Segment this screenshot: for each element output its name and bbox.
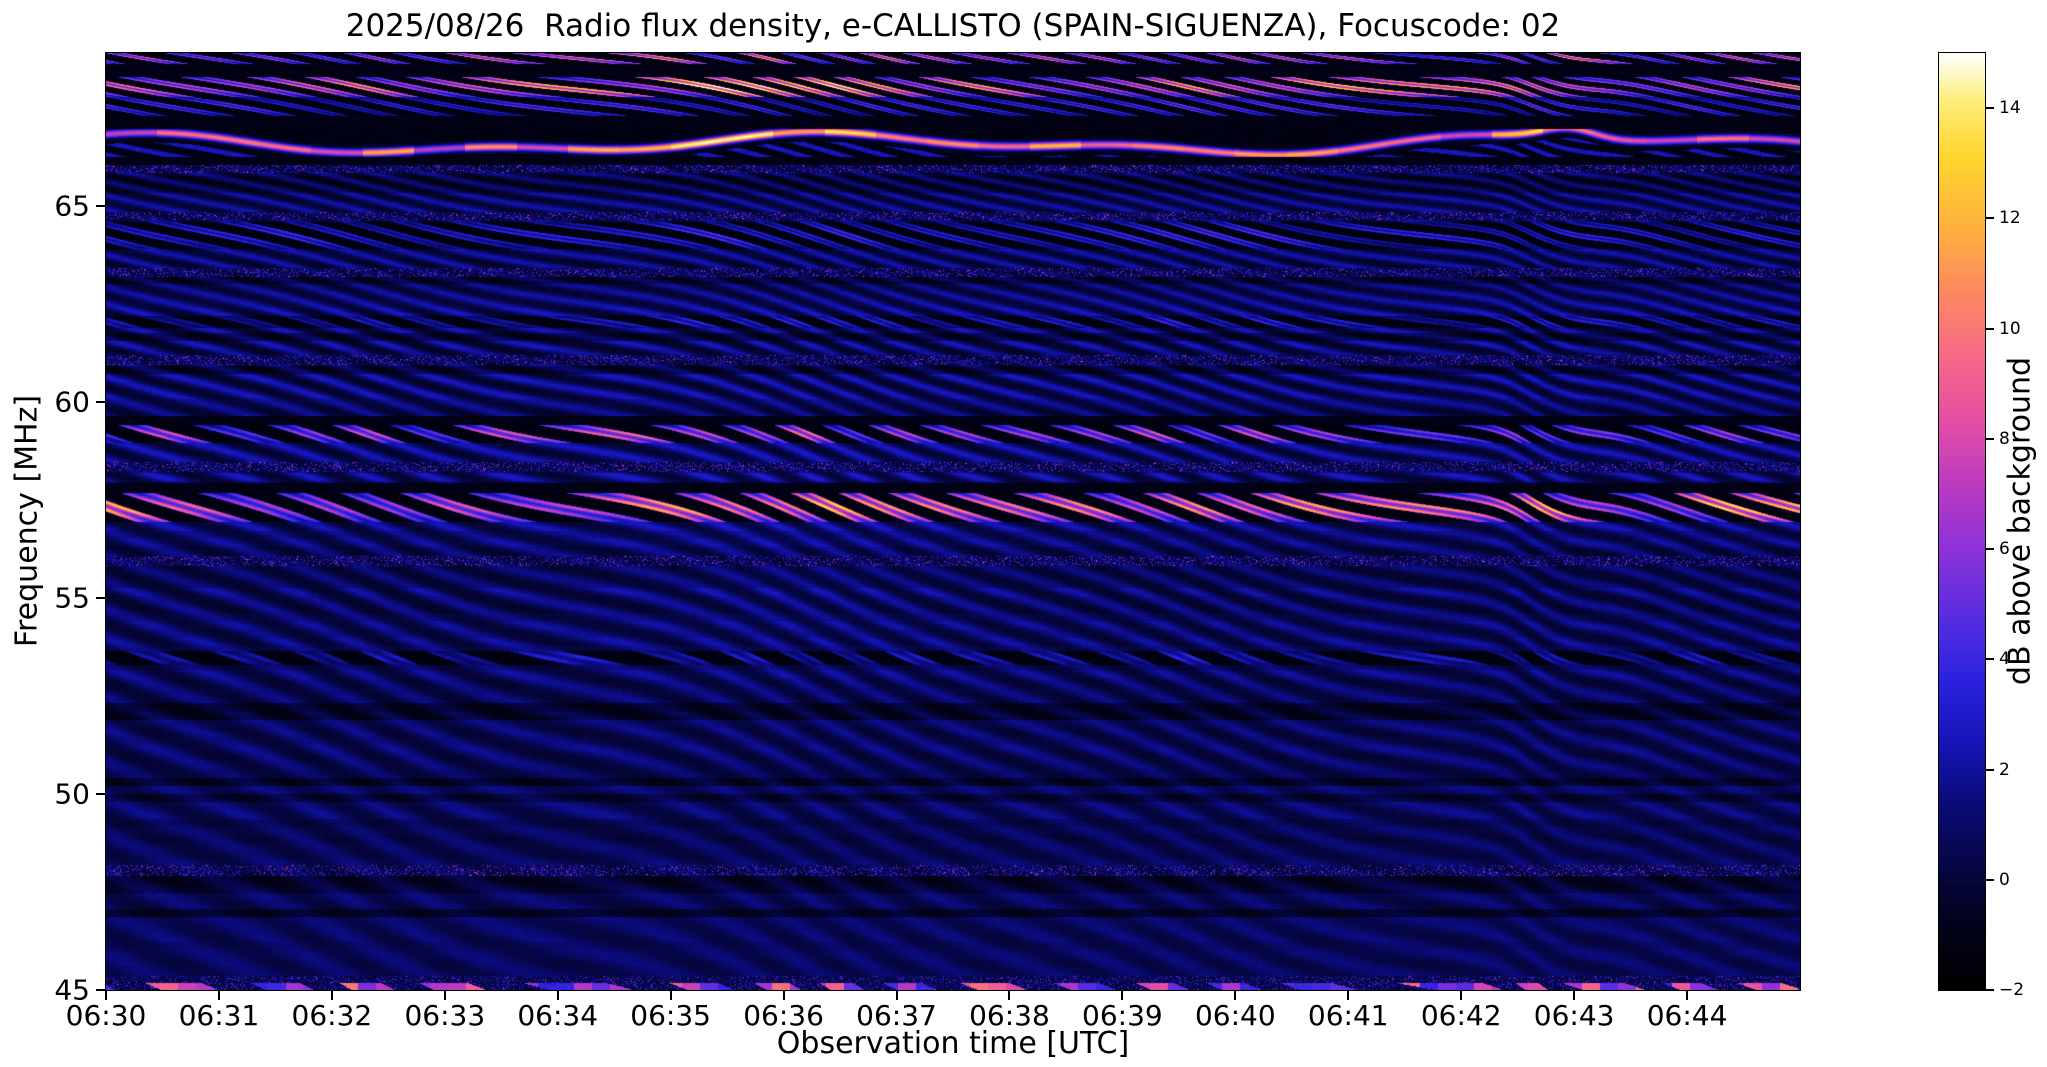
x-tick-label: 06:36	[743, 999, 824, 1032]
colorbar-tick-label: 8	[1999, 428, 2010, 449]
x-tick-mark	[556, 991, 559, 1000]
colorbar-tick-mark	[1986, 548, 1994, 551]
colorbar-tick-label: 6	[1999, 539, 2010, 560]
x-tick-label: 06:32	[291, 999, 373, 1032]
colorbar-tick-label: −2	[1999, 980, 2025, 1000]
x-tick-label: 06:30	[65, 999, 147, 1032]
colorbar-tick-label: 14	[1999, 98, 2021, 119]
x-tick-mark	[443, 991, 446, 1000]
y-tick-mark	[96, 204, 105, 207]
y-tick-label: 50	[54, 777, 90, 811]
x-tick-label: 06:42	[1420, 999, 1502, 1032]
x-tick-label: 06:40	[1194, 999, 1276, 1032]
x-tick-label: 06:34	[517, 999, 599, 1032]
x-tick-mark	[782, 991, 785, 1000]
x-tick-mark	[217, 991, 220, 1000]
x-tick-mark	[1573, 991, 1576, 1000]
colorbar-tick-mark	[1986, 217, 1994, 220]
x-tick-label: 06:33	[404, 999, 486, 1032]
colorbar-canvas	[1939, 53, 1985, 990]
y-tick-label: 65	[54, 189, 90, 223]
colorbar-tick-label: 12	[1999, 208, 2021, 229]
x-tick-label: 06:39	[1082, 999, 1163, 1032]
chart-title: 2025/08/26 Radio flux density, e-CALLIST…	[345, 8, 1561, 44]
y-tick-mark	[96, 989, 105, 991]
colorbar-tick-mark	[1986, 768, 1994, 771]
x-tick-label: 06:41	[1307, 999, 1389, 1032]
colorbar-tick-label: 10	[1999, 318, 2021, 339]
x-tick-mark	[1686, 991, 1689, 1000]
x-tick-label: 06:35	[630, 999, 712, 1032]
x-tick-mark	[330, 991, 333, 1000]
colorbar-tick-mark	[1986, 327, 1994, 330]
x-tick-label: 06:31	[178, 999, 260, 1032]
colorbar-tick-mark	[1986, 437, 1994, 440]
x-axis-label: Observation time [UTC]	[776, 1026, 1130, 1061]
y-tick-mark	[96, 596, 105, 599]
x-tick-mark	[669, 991, 672, 1000]
y-tick-mark	[96, 400, 105, 403]
x-tick-mark	[1347, 991, 1350, 1000]
y-tick-label: 45	[54, 973, 90, 1007]
x-tick-mark	[1008, 991, 1011, 1000]
x-tick-label: 06:44	[1646, 999, 1728, 1032]
x-tick-mark	[1121, 991, 1124, 1000]
spectrogram-heatmap-canvas	[106, 53, 1800, 990]
colorbar-tick-mark	[1986, 107, 1994, 110]
colorbar-tick-label: 2	[1999, 759, 2010, 780]
colorbar-tick-label: 4	[1999, 649, 2010, 670]
x-tick-label: 06:43	[1533, 999, 1615, 1032]
x-tick-mark	[1234, 991, 1237, 1000]
y-tick-mark	[96, 792, 105, 795]
y-tick-label: 60	[54, 385, 90, 419]
colorbar-tick-mark	[1986, 878, 1994, 881]
colorbar-tick-mark	[1986, 989, 1994, 991]
x-tick-mark	[895, 991, 898, 1000]
x-tick-label: 06:37	[856, 999, 937, 1032]
x-tick-label: 06:38	[969, 999, 1050, 1032]
y-tick-label: 55	[54, 581, 90, 615]
x-tick-mark	[1460, 991, 1463, 1000]
colorbar-label: dB above background	[2002, 356, 2038, 686]
colorbar-tick-label: 0	[1999, 869, 2010, 890]
colorbar-tick-mark	[1986, 658, 1994, 661]
x-tick-mark	[105, 991, 107, 1000]
